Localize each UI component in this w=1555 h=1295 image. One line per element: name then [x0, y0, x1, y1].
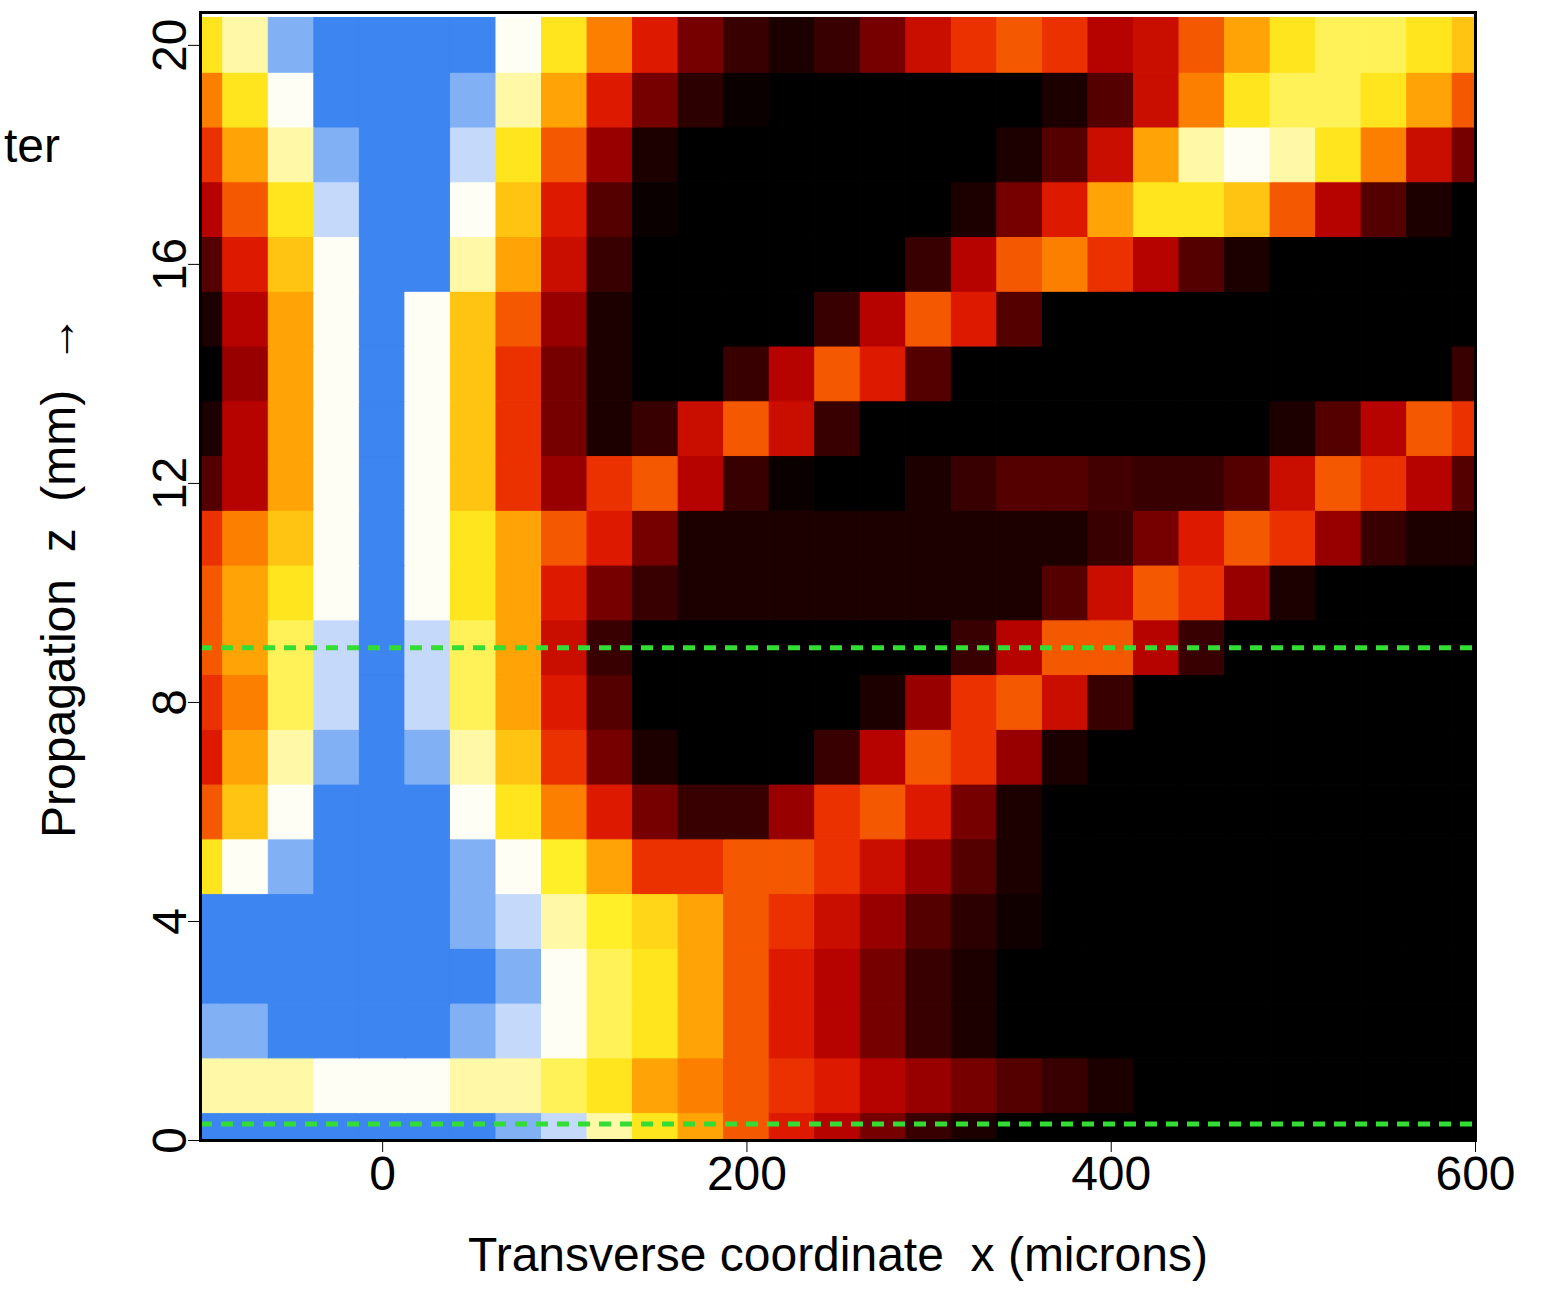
svg-text:16: 16: [143, 238, 196, 291]
svg-text:20: 20: [143, 19, 196, 72]
svg-text:600: 600: [1435, 1147, 1515, 1200]
html-text:ter: ter: [4, 119, 60, 172]
svg-text:12: 12: [143, 457, 196, 510]
svg-text:Propagation z (mm) →: Propagation z (mm) →: [32, 315, 85, 838]
svg-text:4: 4: [143, 908, 196, 935]
svg-text:0: 0: [369, 1147, 396, 1200]
svg-text:8: 8: [143, 689, 196, 716]
svg-text:200: 200: [707, 1147, 787, 1200]
svg-text:Transverse coordinate x (micr: Transverse coordinate x (microns): [468, 1228, 1208, 1281]
svg-text:0: 0: [143, 1127, 196, 1154]
svg-text:400: 400: [1071, 1147, 1151, 1200]
